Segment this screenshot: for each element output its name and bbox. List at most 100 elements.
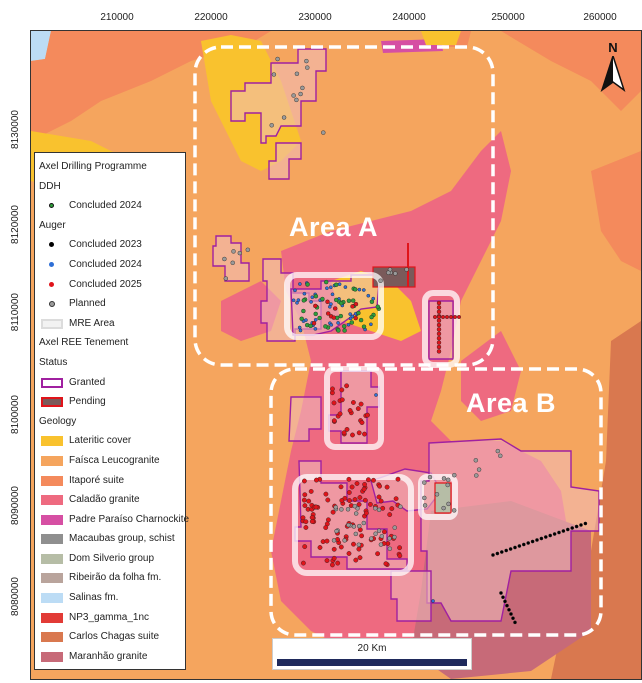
auger-2023-hole: [521, 542, 526, 547]
planned-hole: [230, 260, 235, 266]
planned-hole: [281, 115, 287, 120]
legend-item-ddh-2024: Concluded 2024: [39, 196, 185, 216]
auger-2025-hole: [356, 546, 362, 552]
ddh-2024-hole: [313, 294, 319, 299]
dot-icon: [49, 281, 54, 287]
auger-2025-hole: [350, 400, 356, 405]
ddh-2024-hole: [323, 324, 328, 329]
auger-2025-hole: [325, 299, 330, 304]
auger-2025-hole: [436, 318, 442, 323]
itapore-unit-ne: [501, 31, 641, 111]
scale-bar: 20 Km: [272, 638, 472, 670]
planned-hole: [393, 271, 398, 276]
auger-2025-hole: [387, 512, 393, 517]
auger-2025-hole: [341, 430, 347, 436]
planned-hole: [345, 507, 351, 512]
auger-2025-hole: [313, 303, 318, 309]
planned-hole: [392, 525, 397, 530]
auger-2025-hole: [303, 519, 309, 525]
auger-2025-hole: [324, 538, 330, 544]
dot-icon: [49, 301, 55, 308]
legend-item-label: Pending: [69, 396, 106, 408]
auger-2025-hole: [389, 506, 395, 511]
granted-swatch: [41, 377, 63, 388]
auger-2025-hole: [320, 539, 326, 544]
auger-2024-hole: [346, 322, 351, 327]
auger-2025-hole: [325, 517, 331, 523]
ddh-2024-hole: [342, 328, 347, 333]
auger-2023-hole: [511, 616, 515, 621]
auger-2025-hole: [354, 481, 360, 486]
planned-hole: [474, 473, 479, 478]
auger-2023-hole: [513, 620, 517, 625]
ddh-2024-hole: [320, 296, 325, 302]
planned-hole: [339, 507, 344, 512]
auger-2023-hole: [501, 595, 505, 600]
planned-hole: [231, 249, 236, 254]
auger-2025-hole: [358, 401, 364, 407]
planned-hole: [222, 256, 227, 262]
auger-2025-hole: [393, 496, 399, 502]
auger-2025-hole: [365, 477, 371, 483]
auger-2025-hole: [457, 315, 462, 320]
auger-2025-hole: [330, 509, 336, 515]
legend-item-label: MRE Area: [69, 317, 115, 329]
auger-2024-hole: [357, 287, 362, 292]
tenement-group-b: [288, 370, 600, 622]
x-tick-label: 230000: [298, 12, 332, 23]
planned-hole: [361, 520, 366, 526]
area-a-outline: [193, 45, 495, 367]
ddh-2024-hole: [313, 311, 318, 317]
y-tick-label: 8100000: [10, 395, 21, 434]
auger-2024-hole: [369, 322, 373, 327]
auger-2023-hole: [548, 533, 553, 538]
caladao-granite-unit-c: [461, 331, 521, 421]
auger-2023-hole: [570, 526, 575, 530]
planned-hole: [334, 529, 339, 534]
auger-2025-hole: [436, 300, 442, 306]
auger-2025-hole: [436, 344, 442, 350]
auger-2025-hole: [338, 544, 344, 550]
geology-swatch: [41, 495, 63, 506]
north-arrow-label: N: [608, 40, 618, 55]
auger-2025-hole: [347, 408, 353, 413]
planned-hole: [445, 482, 450, 488]
auger-2024-hole: [328, 285, 333, 290]
planned-hole: [392, 534, 397, 540]
planned-hole: [333, 505, 338, 510]
ddh-2024-hole: [305, 282, 310, 287]
itapore-unit: [31, 31, 271, 141]
ddh-2024-hole: [349, 320, 354, 325]
planned-hole: [404, 267, 409, 272]
legend-item-geology: Carlos Chagas suite: [39, 627, 185, 647]
auger-2025-hole: [437, 315, 442, 320]
legend-geology-list: Lateritic cover Faísca Leucogranite Itapor…: [39, 431, 189, 666]
planned-hole: [387, 536, 392, 541]
planned-hole: [271, 72, 277, 77]
auger-2025-hole: [323, 525, 329, 530]
auger-2024-hole: [298, 328, 303, 333]
auger-2023-hole: [507, 608, 511, 612]
planned-hole: [422, 495, 427, 501]
auger-2024-hole: [366, 293, 371, 298]
auger-2025-hole: [367, 501, 373, 507]
auger-2025-hole: [436, 305, 442, 310]
auger-2025-hole: [449, 315, 454, 320]
legend-status-heading: Status: [39, 356, 68, 368]
scale-bar-graphic: [277, 659, 467, 666]
geology-swatch: [41, 436, 63, 447]
auger-2023-hole: [544, 535, 548, 539]
auger-2025-hole: [351, 541, 356, 547]
planned-hole: [422, 480, 427, 485]
legend-item-geology: Faísca Leucogranite: [39, 451, 185, 471]
auger-2024-hole: [361, 288, 366, 292]
auger-2023-hole: [574, 524, 579, 529]
geology-swatch: [41, 553, 63, 564]
legend-item-label: Lateritic cover: [69, 435, 132, 447]
planned-hole: [294, 97, 299, 103]
auger-2024-hole: [310, 295, 315, 300]
planned-hole: [476, 467, 482, 472]
auger-2023-hole: [499, 591, 503, 595]
itapore-unit-e: [591, 151, 641, 271]
auger-2024-hole: [374, 393, 378, 397]
